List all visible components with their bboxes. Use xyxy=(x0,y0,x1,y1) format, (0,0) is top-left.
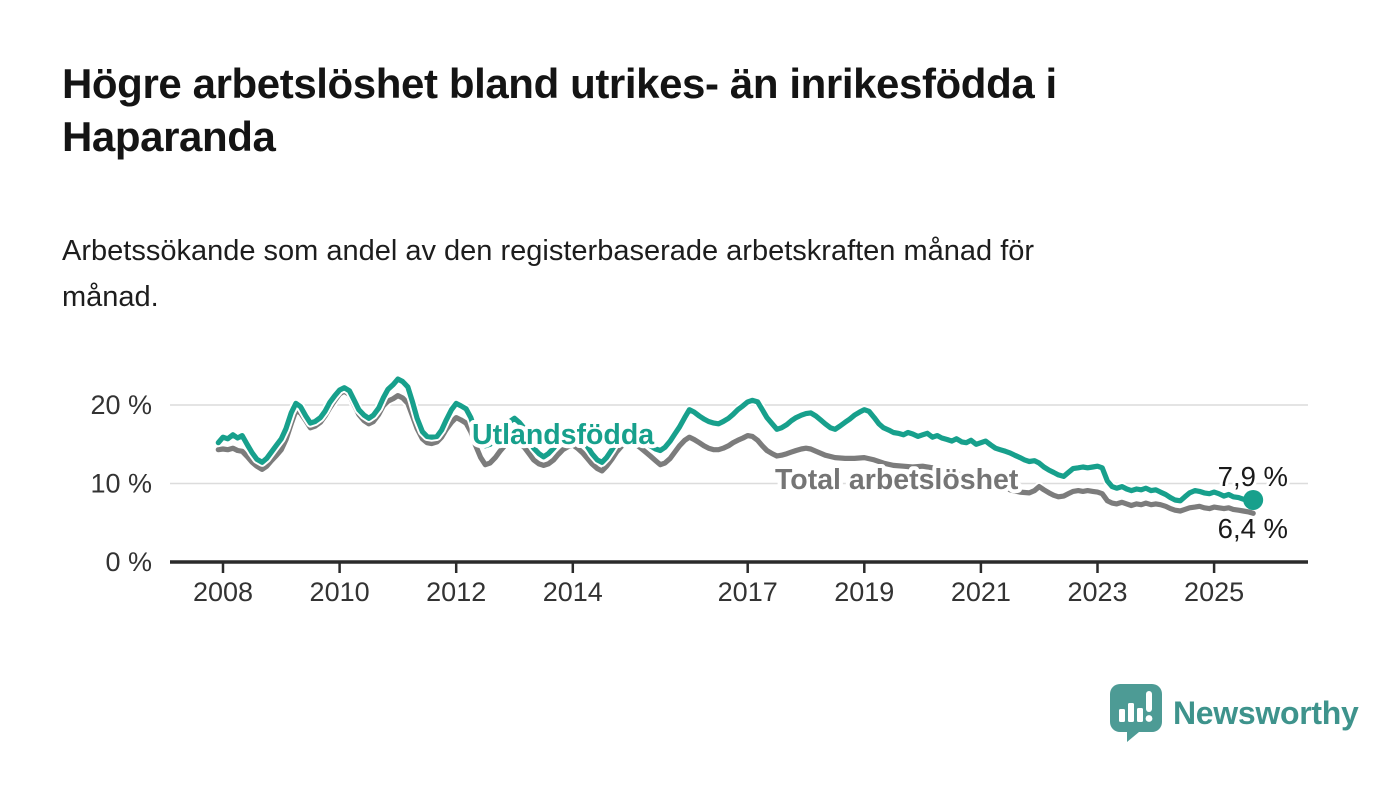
logo-exclamation-bar xyxy=(1146,691,1152,712)
logo-bar-chart-glyph xyxy=(1119,691,1153,722)
x-tick-label-2023: 2023 xyxy=(1067,577,1127,607)
brand-name: Newsworthy xyxy=(1173,694,1359,731)
x-tick-label-2025: 2025 xyxy=(1184,577,1244,607)
page-subtitle-line-1: Arbetssökande som andel av den registerb… xyxy=(62,235,1035,267)
page-title-line-2: Haparanda xyxy=(62,112,276,160)
series-end-dot-utlandsfodda xyxy=(1243,489,1264,510)
x-tick-label-2021: 2021 xyxy=(951,577,1011,607)
page-subtitle: Arbetssökande som andel av den registerb… xyxy=(62,228,1322,321)
end-value-label-1: 6,4 % xyxy=(1218,513,1288,544)
y-tick-label-20: 20 % xyxy=(90,390,152,420)
x-tick-label-2008: 2008 xyxy=(193,577,253,607)
series-label-total: Total arbetslöshet xyxy=(775,464,1019,496)
newsworthy-logo-icon xyxy=(1110,684,1162,742)
x-tick-label-2017: 2017 xyxy=(718,577,778,607)
page-title: Högre arbetslöshet bland utrikes- än inr… xyxy=(62,58,1362,163)
series-label-utlandsfodda: Utlandsfödda xyxy=(472,419,655,451)
brand-footer: Newsworthy xyxy=(1110,684,1359,742)
x-tick-label-2010: 2010 xyxy=(310,577,370,607)
end-value-label-0: 7,9 % xyxy=(1218,461,1288,492)
x-tick-label-2019: 2019 xyxy=(834,577,894,607)
series-line-total xyxy=(215,388,1256,516)
series-line-utlandsfodda xyxy=(215,376,1256,504)
logo-bubble-shape xyxy=(1110,684,1162,742)
logo-exclamation-dot xyxy=(1145,715,1153,722)
y-tick-label-10: 10 % xyxy=(90,469,152,499)
x-tick-label-2012: 2012 xyxy=(426,577,486,607)
page-subtitle-line-2: månad. xyxy=(62,281,159,314)
x-tick-label-2014: 2014 xyxy=(543,577,603,607)
page-title-line-1: Högre arbetslöshet bland utrikes- än inr… xyxy=(62,60,1057,107)
y-tick-label-0: 0 % xyxy=(105,547,152,577)
